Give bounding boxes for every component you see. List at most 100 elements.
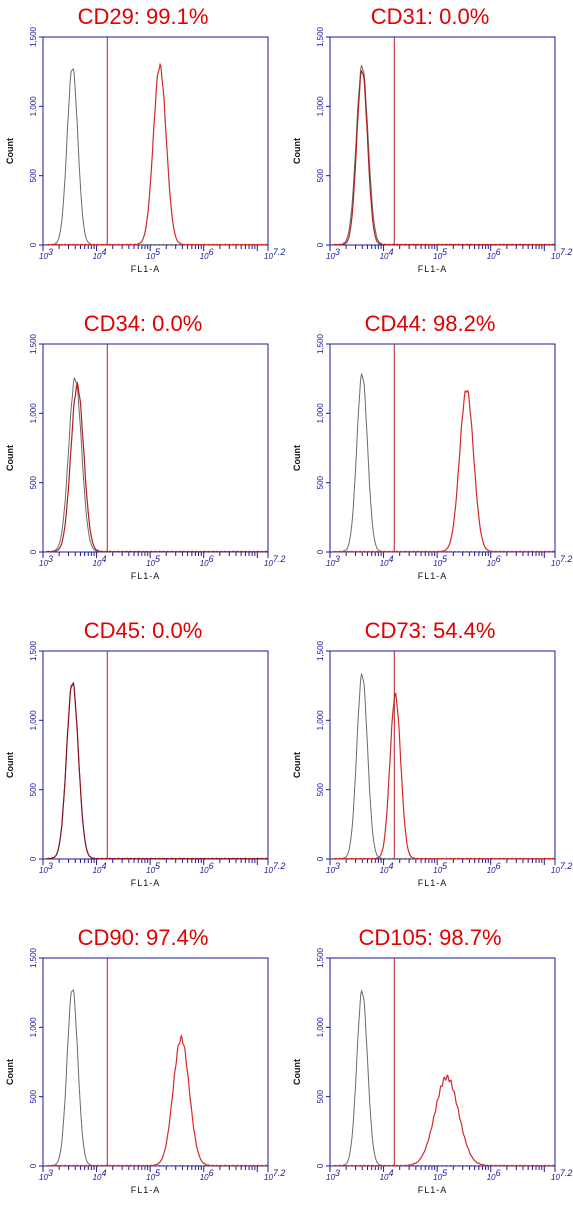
y-tick-label: 1,000 (316, 96, 325, 117)
y-axis-label: Count (5, 445, 15, 471)
x-axis-label: FL1-A (131, 1185, 161, 1195)
x-tick-label: 104 (380, 861, 394, 875)
chart-title: CD90: 97.4% (77, 925, 209, 950)
x-tick-label: 103 (39, 861, 53, 875)
y-tick-label: 500 (29, 782, 38, 796)
y-tick-label: 1,500 (316, 26, 325, 47)
y-axis-label: Count (292, 752, 302, 778)
histogram-panel: CD31: 0.0% 0 500 1,000 1,500 103 104 105 106 107.… (287, 0, 573, 302)
marker-curve (45, 62, 268, 246)
x-tick-label: 106 (487, 554, 501, 568)
y-tick-label: 1,500 (29, 333, 38, 354)
y-tick-label: 1,000 (316, 710, 325, 731)
x-tick-label: 105 (433, 1168, 448, 1182)
isotype-control-curve (45, 68, 268, 246)
y-tick-label: 0 (316, 549, 325, 554)
histogram-plot: 0 500 1,000 1,500 103 104 105 106 107.2 FL1-A Coun… (292, 333, 572, 581)
marker-curve (45, 380, 268, 553)
marker-curve (332, 692, 555, 860)
y-tick-label: 1,000 (29, 1017, 38, 1038)
y-tick-label: 1,500 (29, 26, 38, 47)
x-axis-label: FL1-A (131, 878, 161, 888)
histogram-plot: 0 500 1,000 1,500 103 104 105 106 107.2 FL1-A Coun… (5, 947, 285, 1195)
histogram-panel: CD34: 0.0% 0 500 1,000 1,500 103 104 105 106 107.… (0, 307, 286, 609)
y-tick-label: 0 (29, 549, 38, 554)
x-tick-label: 104 (93, 554, 107, 568)
x-tick-label: 106 (200, 247, 214, 261)
x-tick-label: 106 (200, 861, 214, 875)
x-tick-label: 107.2 (264, 554, 285, 568)
x-axis-label: FL1-A (418, 264, 448, 274)
histogram-plot: 0 500 1,000 1,500 103 104 105 106 107.2 FL1-A Coun… (5, 333, 285, 581)
x-tick-label: 104 (380, 554, 394, 568)
y-axis-label: Count (5, 752, 15, 778)
y-tick-label: 1,500 (316, 947, 325, 968)
x-tick-label: 103 (326, 1168, 340, 1182)
x-tick-label: 103 (326, 247, 340, 261)
isotype-control-curve (332, 372, 555, 553)
y-tick-label: 500 (316, 475, 325, 489)
x-tick-label: 104 (93, 861, 107, 875)
y-tick-label: 500 (29, 475, 38, 489)
chart-title: CD45: 0.0% (83, 618, 203, 643)
y-tick-label: 1,500 (29, 640, 38, 661)
histogram-plot: 0 500 1,000 1,500 103 104 105 106 107.2 FL1-A Coun… (292, 640, 572, 888)
x-tick-label: 107.2 (264, 861, 285, 875)
x-axis-label: FL1-A (131, 571, 161, 581)
y-tick-label: 1,000 (316, 1017, 325, 1038)
plot-frame (329, 36, 556, 246)
y-tick-label: 1,000 (29, 96, 38, 117)
x-tick-label: 103 (39, 1168, 53, 1182)
x-tick-label: 103 (39, 247, 53, 261)
marker-curve (332, 69, 555, 246)
x-tick-label: 105 (146, 247, 161, 261)
y-tick-label: 0 (316, 856, 325, 861)
plot-frame (329, 957, 556, 1167)
y-axis-label: Count (292, 138, 302, 164)
x-tick-label: 107.2 (551, 554, 572, 568)
y-tick-label: 1,000 (29, 710, 38, 731)
histogram-panel: CD44: 98.2% 0 500 1,000 1,500 103 104 105 106 107… (287, 307, 573, 609)
marker-curve (332, 1074, 555, 1167)
x-tick-label: 106 (200, 1168, 214, 1182)
y-tick-label: 500 (29, 168, 38, 182)
x-axis-label: FL1-A (418, 878, 448, 888)
y-tick-label: 500 (316, 1089, 325, 1103)
isotype-control-curve (45, 376, 268, 553)
x-tick-label: 105 (433, 554, 448, 568)
x-tick-label: 105 (433, 861, 448, 875)
isotype-control-curve (45, 989, 268, 1167)
histogram-plot: 0 500 1,000 1,500 103 104 105 106 107.2 FL1-A Coun… (5, 26, 285, 274)
y-axis-label: Count (5, 138, 15, 164)
x-tick-label: 105 (433, 247, 448, 261)
x-tick-label: 105 (146, 554, 161, 568)
y-axis-label: Count (5, 1059, 15, 1085)
y-axis-label: Count (292, 1059, 302, 1085)
histogram-panel: CD105: 98.7% 0 500 1,000 1,500 103 104 105 106 10… (287, 921, 573, 1223)
histogram-plot: 0 500 1,000 1,500 103 104 105 106 107.2 FL1-A Coun… (292, 26, 572, 274)
x-tick-label: 107.2 (551, 1168, 572, 1182)
y-tick-label: 0 (29, 856, 38, 861)
plot-frame (329, 343, 556, 553)
chart-title: CD73: 54.4% (364, 618, 496, 643)
x-tick-label: 103 (326, 554, 340, 568)
histogram-panel: CD73: 54.4% 0 500 1,000 1,500 103 104 105 106 107… (287, 614, 573, 916)
y-tick-label: 0 (316, 242, 325, 247)
x-tick-label: 105 (146, 861, 161, 875)
histogram-plot: 0 500 1,000 1,500 103 104 105 106 107.2 FL1-A Coun… (5, 640, 285, 888)
x-tick-label: 103 (326, 861, 340, 875)
plot-frame (42, 343, 269, 553)
x-tick-label: 105 (146, 1168, 161, 1182)
x-tick-label: 104 (380, 247, 394, 261)
plot-frame (42, 957, 269, 1167)
isotype-control-curve (332, 672, 555, 860)
plot-frame (42, 650, 269, 860)
x-tick-label: 104 (93, 247, 107, 261)
x-tick-label: 106 (487, 861, 501, 875)
chart-title: CD34: 0.0% (83, 311, 203, 336)
isotype-control-curve (332, 64, 555, 246)
y-tick-label: 0 (316, 1163, 325, 1168)
chart-title: CD105: 98.7% (358, 925, 502, 950)
x-tick-label: 106 (487, 1168, 501, 1182)
x-tick-label: 106 (200, 554, 214, 568)
